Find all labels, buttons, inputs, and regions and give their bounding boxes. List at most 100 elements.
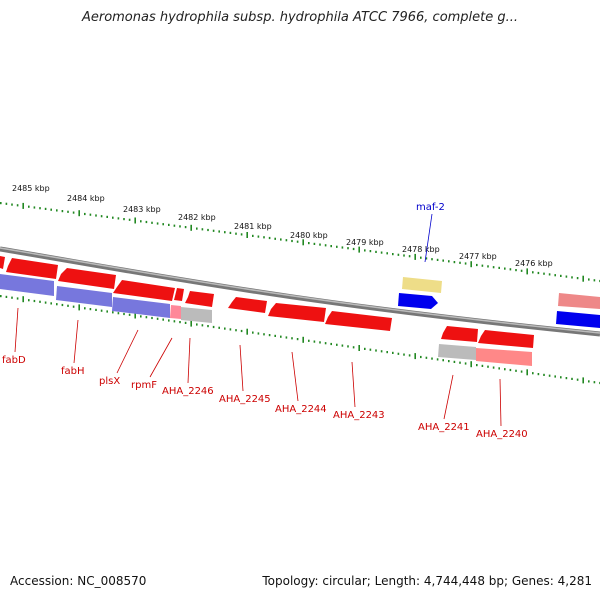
- tick-mark: [582, 275, 584, 282]
- gene-feature[interactable]: [112, 297, 170, 318]
- rna-feature[interactable]: [402, 277, 442, 293]
- forward-track[interactable]: [0, 256, 600, 348]
- tick-mark: [44, 207, 47, 210]
- tick-mark: [571, 377, 573, 380]
- tick-mark: [436, 258, 439, 261]
- gene-label-fabD[interactable]: fabD: [2, 355, 26, 366]
- blue-gene-feature[interactable]: [556, 311, 600, 328]
- tick-mark: [22, 296, 24, 303]
- inner-tick-ring: [0, 295, 600, 385]
- tick-mark: [39, 207, 41, 210]
- tick-mark: [67, 210, 69, 213]
- tick-mark: [235, 232, 237, 235]
- tick-mark: [296, 338, 299, 341]
- gene-feature[interactable]: [441, 326, 478, 342]
- tick-mark: [224, 327, 226, 330]
- tick-mark: [509, 368, 512, 372]
- gene-label-AHA_2245[interactable]: AHA_2245: [219, 394, 271, 405]
- gene-label-maf-2[interactable]: maf-2: [416, 202, 445, 213]
- genome-summary-text: Topology: circular; Length: 4,744,448 bp…: [262, 574, 592, 588]
- tick-mark: [565, 275, 568, 278]
- tick-mark: [11, 296, 13, 299]
- tick-mark: [274, 334, 276, 337]
- tick-mark: [184, 226, 187, 229]
- blue-gene-feature[interactable]: [398, 293, 438, 309]
- tick-mark: [560, 274, 562, 277]
- pink-gene-feature[interactable]: [558, 293, 600, 309]
- gene-feature[interactable]: [58, 268, 116, 289]
- tick-mark: [408, 255, 411, 258]
- gene-feature[interactable]: [56, 286, 112, 307]
- tick-mark: [492, 266, 495, 269]
- tick-mark: [117, 312, 120, 315]
- tick-mark: [358, 345, 360, 351]
- tick-mark: [22, 202, 24, 209]
- tick-mark: [571, 276, 573, 279]
- gene-label-AHA_2246[interactable]: AHA_2246: [162, 386, 214, 397]
- tick-mark: [369, 250, 372, 253]
- tick-mark: [268, 334, 271, 337]
- tick-mark: [257, 235, 260, 238]
- genome-backbone: [0, 246, 600, 337]
- tick-mark: [106, 215, 108, 218]
- tick-mark: [375, 349, 377, 352]
- tick-mark: [431, 357, 433, 360]
- tick-mark: [285, 336, 288, 339]
- tick-label-2476: 2476 kbp: [515, 259, 553, 268]
- tick-mark: [134, 312, 136, 319]
- gene-feature[interactable]: [0, 274, 54, 296]
- gene-feature[interactable]: [0, 256, 5, 269]
- tick-mark: [89, 308, 92, 311]
- reverse-track[interactable]: [0, 274, 532, 366]
- tick-mark: [123, 312, 125, 316]
- gene-label-fabH[interactable]: fabH: [61, 366, 85, 377]
- gene-feature[interactable]: [478, 330, 534, 348]
- gene-feature[interactable]: [174, 288, 184, 301]
- tick-mark: [280, 238, 282, 241]
- gene-label-AHA_2243[interactable]: AHA_2243: [333, 410, 385, 421]
- tick-mark: [140, 220, 142, 223]
- gene-feature[interactable]: [438, 344, 476, 360]
- tick-label-2483: 2483 kbp: [123, 205, 161, 214]
- tick-mark: [252, 331, 254, 334]
- gene-feature[interactable]: [181, 307, 212, 323]
- gene-feature[interactable]: [228, 297, 267, 313]
- tick-mark: [302, 239, 304, 246]
- gene-feature[interactable]: [476, 348, 532, 366]
- tick-mark: [117, 217, 120, 220]
- gene-label-AHA_2241[interactable]: AHA_2241: [418, 422, 470, 433]
- tick-mark: [397, 253, 400, 256]
- tick-mark: [190, 224, 192, 231]
- tick-mark: [50, 302, 52, 305]
- tick-mark: [84, 212, 86, 216]
- gene-label-AHA_2240[interactable]: AHA_2240: [476, 429, 528, 440]
- tick-mark: [548, 374, 551, 377]
- gene-feature[interactable]: [325, 311, 392, 331]
- gene-label-AHA_2244[interactable]: AHA_2244: [275, 404, 327, 415]
- gene-feature[interactable]: [185, 291, 214, 307]
- tick-mark: [33, 206, 36, 209]
- tick-mark: [526, 268, 528, 275]
- tick-mark: [431, 258, 433, 261]
- gene-label-plsX[interactable]: plsX: [99, 376, 120, 387]
- tick-mark: [442, 359, 444, 362]
- tick-mark: [453, 360, 456, 363]
- gene-feature[interactable]: [268, 303, 326, 322]
- tick-mark: [95, 308, 97, 311]
- gene-feature[interactable]: [6, 258, 58, 279]
- tick-mark: [313, 242, 316, 245]
- tick-mark: [537, 271, 540, 275]
- tick-mark: [291, 239, 293, 243]
- gene-label-rpmF[interactable]: rpmF: [131, 380, 157, 391]
- tick-mark: [459, 361, 461, 364]
- gene-feature[interactable]: [170, 305, 181, 319]
- tick-mark: [196, 323, 198, 326]
- tick-mark: [0, 202, 2, 205]
- gene-feature[interactable]: [113, 280, 175, 301]
- tick-mark: [453, 261, 456, 264]
- tick-mark: [190, 320, 192, 327]
- label-leaders: [14, 307, 502, 427]
- tick-mark: [593, 279, 596, 282]
- tick-mark: [492, 366, 495, 369]
